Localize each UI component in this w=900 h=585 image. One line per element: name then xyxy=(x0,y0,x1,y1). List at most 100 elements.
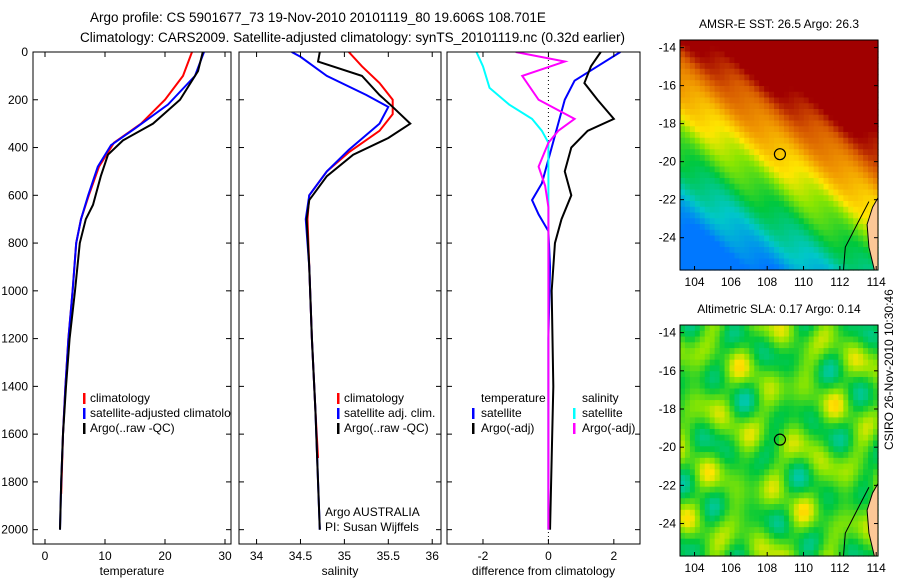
map-cell xyxy=(788,160,795,168)
map-cell xyxy=(803,417,810,424)
map-cell xyxy=(680,394,686,401)
map-cell xyxy=(803,229,810,237)
map-cell xyxy=(719,258,726,265)
map-cell xyxy=(793,97,800,104)
map-cell xyxy=(764,486,770,494)
map-cell xyxy=(774,371,780,378)
map-cell xyxy=(709,452,716,459)
map-cell xyxy=(833,527,839,534)
map-cell xyxy=(704,353,711,361)
map-cell xyxy=(868,475,874,482)
map-cell xyxy=(818,166,825,173)
map-cell xyxy=(808,515,815,522)
map-cell xyxy=(818,400,825,407)
map-cell xyxy=(749,166,755,173)
map-cell xyxy=(729,371,736,378)
map-cell xyxy=(759,86,765,93)
map-cell xyxy=(739,212,745,219)
map-cell xyxy=(769,137,775,145)
map-cell xyxy=(833,183,839,191)
map-cell xyxy=(739,63,745,70)
map-cell xyxy=(828,342,835,349)
map-cell xyxy=(739,132,745,139)
map-cell xyxy=(719,51,726,58)
map-cell xyxy=(828,353,835,361)
map-cell xyxy=(858,120,864,127)
map-cell xyxy=(739,45,745,53)
map-cell xyxy=(764,149,770,156)
map-cell xyxy=(729,74,736,81)
series-line-salinity-satellite xyxy=(475,52,550,530)
map-cell xyxy=(843,68,849,76)
map-cell xyxy=(788,195,795,202)
map-cell xyxy=(754,252,760,260)
map-cell xyxy=(818,264,825,271)
axes-box xyxy=(446,51,641,545)
map-cell xyxy=(813,434,820,442)
map-cell xyxy=(734,97,740,104)
map-cell xyxy=(823,411,830,418)
map-cell xyxy=(873,45,879,53)
map-cell xyxy=(828,114,835,122)
map-cell xyxy=(818,365,825,372)
map-cell xyxy=(724,423,731,430)
map-cell xyxy=(680,132,686,139)
map-cell xyxy=(744,365,750,372)
map-cell xyxy=(724,51,731,58)
map-cell xyxy=(684,446,691,453)
map-cell xyxy=(724,428,731,436)
map-cell xyxy=(694,40,701,47)
map-cell xyxy=(828,51,835,58)
map-cell xyxy=(858,68,864,76)
map-cell xyxy=(689,400,696,407)
map-cell xyxy=(813,143,820,150)
annotation-text: PI: Susan Wijffels xyxy=(325,520,419,534)
map-cell xyxy=(754,394,760,401)
map-cell xyxy=(828,428,835,436)
map-cell xyxy=(793,509,800,517)
map-cell xyxy=(833,394,839,401)
map-cell xyxy=(699,183,706,191)
map-cell xyxy=(774,417,780,424)
map-cell xyxy=(858,247,864,254)
map-cell xyxy=(774,532,780,540)
map-cell xyxy=(744,515,750,522)
map-cell xyxy=(798,469,805,476)
map-cell xyxy=(719,423,726,430)
map-cell xyxy=(769,51,775,58)
map-cell xyxy=(813,86,820,93)
map-cell xyxy=(724,515,731,522)
map-cell xyxy=(689,132,696,139)
map-cell xyxy=(843,80,849,87)
map-cell xyxy=(704,132,711,139)
map-cell xyxy=(759,132,765,139)
map-cell xyxy=(709,532,716,540)
map-cell xyxy=(838,166,844,173)
map-cell xyxy=(769,114,775,122)
map-cell xyxy=(788,509,795,517)
map-cell xyxy=(764,388,770,395)
map-cell xyxy=(813,486,820,494)
map-cell xyxy=(749,532,755,540)
map-cell xyxy=(694,405,701,413)
map-cell xyxy=(813,365,820,372)
map-cell xyxy=(838,137,844,145)
map-cell xyxy=(744,394,750,401)
map-cell xyxy=(848,400,854,407)
map-cell xyxy=(684,371,691,378)
map-cell xyxy=(788,126,795,133)
map-cell xyxy=(759,469,765,476)
map-cell xyxy=(724,229,731,237)
map-cell xyxy=(754,417,760,424)
map-cell xyxy=(689,114,696,122)
map-cell xyxy=(858,40,864,47)
map-cell xyxy=(828,388,835,395)
map-cell xyxy=(863,353,869,361)
map-cell xyxy=(798,382,805,390)
map-cell xyxy=(719,394,726,401)
map-cell xyxy=(694,452,701,459)
map-cell xyxy=(724,376,731,384)
map-cell xyxy=(808,457,815,465)
map-cell xyxy=(759,137,765,145)
map-cell xyxy=(818,258,825,265)
